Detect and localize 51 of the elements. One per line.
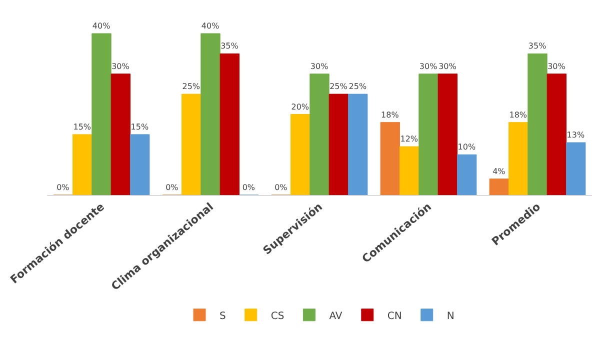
data-label: 30% xyxy=(310,62,329,71)
data-label: 0% xyxy=(242,183,256,192)
data-label: 25% xyxy=(330,82,348,92)
bar xyxy=(328,94,349,195)
legend-label: CN xyxy=(387,310,402,322)
legend-label: CS xyxy=(270,310,284,322)
data-label: 0% xyxy=(166,183,179,192)
data-label: 40% xyxy=(92,22,111,30)
data-label: 35% xyxy=(528,42,547,51)
data-label: 13% xyxy=(566,130,585,140)
legend-label: N xyxy=(446,310,454,322)
bar xyxy=(92,33,112,195)
data-label: 30% xyxy=(548,62,566,71)
bar xyxy=(310,74,330,195)
data-label: 30% xyxy=(112,62,130,71)
bar xyxy=(130,134,150,195)
bar xyxy=(508,122,528,195)
data-label: 25% xyxy=(348,82,367,92)
data-label: 18% xyxy=(509,110,528,120)
bar xyxy=(220,53,240,195)
bar xyxy=(200,33,220,195)
bar xyxy=(380,122,400,195)
bar xyxy=(418,74,438,195)
data-label: 30% xyxy=(438,62,457,71)
bar xyxy=(72,134,92,195)
bar xyxy=(110,74,131,195)
data-label: 18% xyxy=(381,110,400,120)
bar xyxy=(489,178,509,195)
bar xyxy=(438,74,458,195)
data-label: 40% xyxy=(201,22,220,30)
data-label: 0% xyxy=(274,183,288,192)
bar xyxy=(528,53,548,195)
legend-label: AV xyxy=(329,310,342,322)
data-label: 20% xyxy=(291,102,310,112)
data-label: 4% xyxy=(492,166,506,176)
data-label: 35% xyxy=(220,42,239,51)
bar xyxy=(181,94,202,195)
data-label: 25% xyxy=(182,82,200,92)
bar xyxy=(457,154,477,195)
bar xyxy=(566,142,586,195)
data-label: 12% xyxy=(400,134,418,144)
bar xyxy=(290,114,310,195)
legend-label: S xyxy=(220,310,226,322)
data-label: 15% xyxy=(130,122,149,132)
data-label: 30% xyxy=(419,62,438,71)
bar xyxy=(348,94,368,195)
bar xyxy=(546,74,567,195)
data-label: 10% xyxy=(458,142,476,152)
data-label: 15% xyxy=(73,122,92,132)
data-label: 0% xyxy=(56,183,70,192)
bar xyxy=(399,146,420,195)
